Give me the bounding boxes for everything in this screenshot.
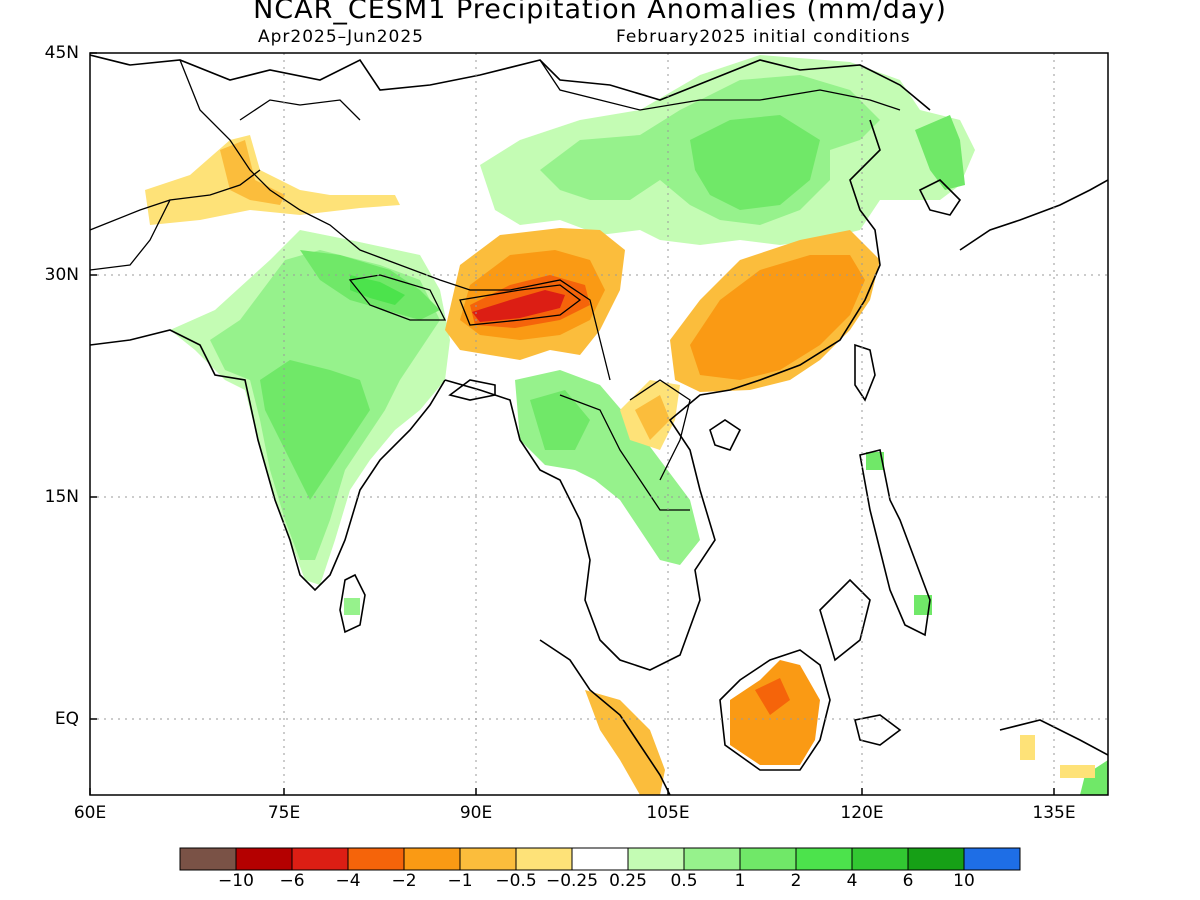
wet-anomaly-north-china-strong <box>690 115 820 210</box>
colorbar-swatch <box>459 847 517 871</box>
lon-label-75e: 75E <box>267 803 301 823</box>
lon-label-90e: 90E <box>459 803 493 823</box>
dry-anomaly-pakistan <box>145 135 400 225</box>
dry-anomaly-borneo <box>730 660 820 765</box>
colorbar-swatch <box>515 847 573 871</box>
lon-label-60e: 60E <box>73 803 107 823</box>
coastlines <box>90 54 1108 795</box>
dry-anomaly-new-guinea <box>1020 735 1095 778</box>
colorbar-tick-label: 0.25 <box>609 871 647 891</box>
wet-anomaly-india-strong <box>260 360 370 500</box>
graticule <box>90 53 1108 795</box>
lon-label-120e: 120E <box>840 803 884 823</box>
colorbar-tick-label: −2 <box>391 871 417 891</box>
colorbar-swatch <box>795 847 853 871</box>
colorbar-swatch <box>851 847 909 871</box>
lon-label-135e: 135E <box>1032 803 1076 823</box>
colorbar-tick-label: 1 <box>734 871 746 891</box>
wet-anomaly-philippines <box>866 452 932 615</box>
colorbar-tick-label: −10 <box>218 871 254 891</box>
colorbar-swatch <box>403 847 461 871</box>
map-frame <box>89 52 1109 796</box>
colorbar-swatch <box>683 847 741 871</box>
colorbar-tick-label: 10 <box>953 871 975 891</box>
dry-anomaly-tibet-peak <box>472 290 565 322</box>
colorbar-tick-label: −0.25 <box>545 871 599 891</box>
country-borders <box>90 59 901 511</box>
dry-anomaly-south-china-core <box>690 255 865 380</box>
wet-anomaly-myanmar-strong <box>530 390 590 450</box>
colorbar-swatch <box>347 847 405 871</box>
period-subtitle: Apr2025–Jun2025 <box>258 27 424 47</box>
lon-label-105e: 105E <box>646 803 690 823</box>
colorbar-swatch <box>739 847 797 871</box>
colorbar-tick-label: 6 <box>902 871 914 891</box>
colorbar-swatch <box>627 847 685 871</box>
colorbar-tick-label: 2 <box>790 871 802 891</box>
colorbar-tick-label: −1 <box>447 871 473 891</box>
colorbar-swatch <box>963 847 1021 871</box>
colorbar-tick-label: 0.5 <box>670 871 698 891</box>
lat-label-eq: EQ <box>54 709 79 729</box>
lat-label-15n: 15N <box>44 487 79 507</box>
dry-anomaly-borneo-strong <box>755 678 790 715</box>
colorbar-tick-label: −0.5 <box>495 871 537 891</box>
colorbar-tick-label: −4 <box>335 871 361 891</box>
axis-ticks <box>89 52 1055 795</box>
colorbar-tick-label: 4 <box>846 871 858 891</box>
dry-anomaly-sumatra <box>585 690 665 795</box>
lat-label-45n: 45N <box>44 43 79 63</box>
colorbar-swatch <box>907 847 965 871</box>
colorbar-swatch <box>235 847 293 871</box>
colorbar-swatch <box>571 847 629 871</box>
anomaly-fields <box>90 53 1108 795</box>
colorbar-tick-label: −6 <box>279 871 305 891</box>
colorbar <box>179 847 1021 871</box>
dry-anomaly-vietnam-core <box>635 395 670 440</box>
lat-label-30n: 30N <box>44 265 79 285</box>
wet-anomaly-nepal-strong <box>350 275 405 305</box>
colorbar-swatch <box>179 847 237 871</box>
wet-anomaly-korea <box>915 115 965 190</box>
colorbar-swatch <box>291 847 349 871</box>
initial-conditions-subtitle: February2025 initial conditions <box>616 27 911 47</box>
wet-anomaly-sri-lanka <box>344 598 360 615</box>
page-title: NCAR_CESM1 Precipitation Anomalies (mm/d… <box>253 0 947 25</box>
